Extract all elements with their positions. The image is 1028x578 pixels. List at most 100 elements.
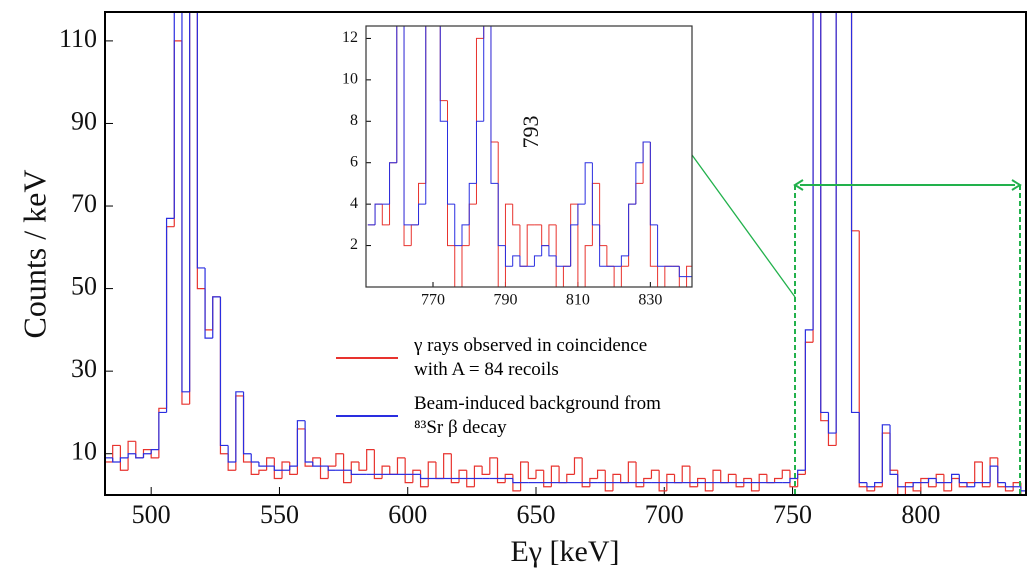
histogram-bin xyxy=(458,469,467,483)
histogram-bin xyxy=(541,245,549,256)
histogram-bin xyxy=(1004,482,1014,488)
legend: γ rays observed in coincidence with A = … xyxy=(336,334,666,450)
histogram-bin xyxy=(850,12,860,414)
histogram-bin xyxy=(512,255,520,267)
histogram-bin xyxy=(142,453,152,458)
histogram-bin xyxy=(381,204,390,226)
y-tick-label: 4 xyxy=(350,195,358,212)
histogram-bin xyxy=(584,162,593,205)
histogram-bin xyxy=(584,245,593,287)
histogram-bin xyxy=(666,473,675,491)
histogram-bin xyxy=(858,230,867,488)
histogram-bin xyxy=(620,255,629,267)
histogram-bin xyxy=(374,203,383,225)
histogram-bin xyxy=(535,469,544,479)
x-tick-label: 500 xyxy=(132,500,171,529)
histogram-bin xyxy=(974,461,983,483)
histogram-bin xyxy=(127,440,136,471)
histogram-bin xyxy=(512,478,521,484)
y-tick-label: 90 xyxy=(71,106,97,135)
histogram-bin xyxy=(312,461,321,467)
histogram-bin xyxy=(627,461,637,483)
histogram-bin xyxy=(1012,482,1021,491)
histogram-bin xyxy=(527,461,536,480)
histogram-bin xyxy=(635,461,644,488)
histogram-bin xyxy=(558,466,567,484)
histogram-bin xyxy=(897,474,906,488)
histogram-bin xyxy=(743,477,752,487)
histogram-bin xyxy=(881,424,891,483)
histogram-bin xyxy=(804,341,814,475)
histogram-bin xyxy=(483,26,485,122)
histogram-bin xyxy=(520,461,529,491)
histogram-bin xyxy=(250,453,259,463)
histogram-bin xyxy=(989,457,998,487)
histogram-bin xyxy=(504,473,513,483)
histogram-bin xyxy=(335,453,344,467)
histogram-bin xyxy=(327,466,336,471)
histogram-bin xyxy=(758,473,767,491)
histogram-bin xyxy=(555,224,564,287)
histogram-bin xyxy=(461,224,470,246)
legend-label: γ rays observed in coincidence with A = … xyxy=(414,335,648,380)
histogram-bin xyxy=(591,162,600,226)
y-tick-label: 10 xyxy=(71,437,97,466)
histogram-bin xyxy=(439,26,448,122)
histogram-bin xyxy=(581,457,590,488)
histogram-bin xyxy=(642,141,651,163)
histogram-bin xyxy=(858,412,867,484)
histogram-bin xyxy=(589,477,598,487)
histogram-bin xyxy=(712,469,721,491)
histogram-bin xyxy=(533,255,542,267)
histogram-bin xyxy=(889,433,898,471)
histogram-bin xyxy=(820,12,829,414)
histogram-bin xyxy=(381,465,390,479)
histogram-bin xyxy=(573,457,583,475)
histogram-bin xyxy=(512,204,520,226)
histogram-bin xyxy=(835,12,844,446)
histogram-bin xyxy=(235,391,244,462)
x-tick-label: 750 xyxy=(773,500,812,529)
legend-label: Beam-induced background from ⁸³Sr β deca… xyxy=(414,393,661,438)
histogram-bin xyxy=(350,461,359,483)
histogram-bin xyxy=(403,26,412,247)
histogram-bin xyxy=(927,478,937,488)
histogram-bin xyxy=(997,466,1006,484)
histogram-bin xyxy=(443,453,452,479)
histogram-bin xyxy=(570,224,578,267)
histogram-bin xyxy=(657,266,665,287)
x-tick-label: 550 xyxy=(260,500,299,529)
histogram-bin xyxy=(966,482,975,487)
histogram-bin xyxy=(227,445,236,463)
y-tick-label: 2 xyxy=(350,236,358,253)
y-tick-label: 70 xyxy=(71,189,97,218)
histogram-bin xyxy=(720,470,729,484)
histogram-bin xyxy=(727,473,737,483)
x-tick-label: 600 xyxy=(388,500,427,529)
histogram-bin xyxy=(750,478,760,492)
y-tick-label: 30 xyxy=(71,354,97,383)
histogram-bin xyxy=(951,473,960,483)
x-tick-label: 810 xyxy=(566,291,590,308)
histogram-bin xyxy=(686,265,692,287)
histogram-bin xyxy=(548,224,557,246)
histogram-bin xyxy=(697,477,706,487)
histogram-bin xyxy=(396,26,398,163)
histogram-bin xyxy=(657,224,665,267)
histogram-bin xyxy=(296,428,306,475)
histogram-bin xyxy=(481,466,490,475)
histogram-bin xyxy=(912,482,921,487)
histogram-bin xyxy=(889,424,898,475)
histogram-bin xyxy=(112,457,121,463)
histogram-bin xyxy=(158,411,167,450)
histogram-bin xyxy=(273,457,283,480)
histogram-bin xyxy=(165,226,175,409)
histogram-bin xyxy=(766,474,775,484)
histogram-bin xyxy=(412,469,421,483)
histogram-bin xyxy=(327,465,336,479)
x-axis-label: Eγ [keV] xyxy=(510,535,619,568)
legend-swatch xyxy=(336,415,398,417)
histogram-bin xyxy=(835,12,844,434)
x-tick-label: 790 xyxy=(493,291,517,308)
